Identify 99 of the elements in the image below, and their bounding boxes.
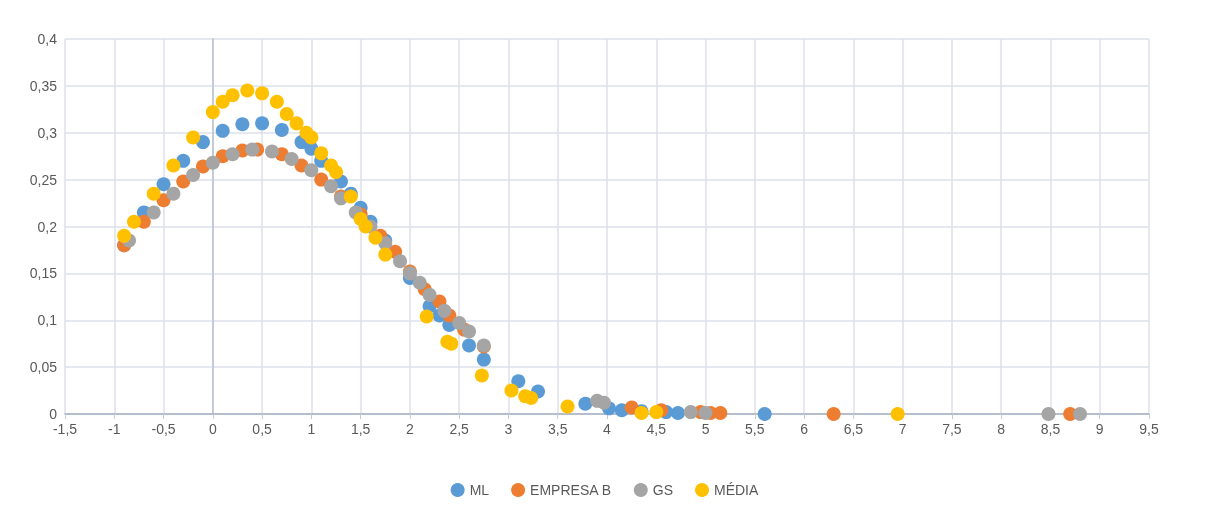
point [476, 352, 491, 367]
x-tick-label: 6,5 [843, 421, 864, 437]
x-tick-label: 9,5 [1139, 421, 1159, 437]
point [670, 406, 685, 421]
point [826, 407, 841, 421]
x-tick-label: 0,5 [252, 421, 273, 437]
x-tick-label: -1 [108, 421, 121, 437]
point [314, 172, 329, 187]
point [166, 158, 181, 173]
point [205, 155, 220, 170]
y-tick-label: 0,2 [37, 218, 58, 235]
point [225, 147, 240, 162]
point [215, 94, 230, 109]
point [578, 396, 593, 411]
point [597, 395, 612, 410]
point [890, 407, 905, 421]
point [166, 186, 181, 201]
x-tick-label: 9 [1095, 421, 1104, 437]
point [205, 105, 220, 120]
point [314, 146, 329, 161]
y-tick-label: 0,3 [37, 124, 58, 141]
point [304, 163, 319, 178]
legend-label: EMPRESA B [530, 482, 612, 498]
x-tick-label: 3 [504, 421, 513, 437]
point [757, 407, 772, 421]
point [437, 303, 452, 318]
point [289, 116, 304, 131]
point [698, 406, 713, 421]
point [462, 338, 477, 353]
x-tick-label: 2 [406, 421, 415, 437]
x-tick-label: -1,5 [52, 421, 78, 437]
point [329, 165, 343, 180]
x-tick-label: 0 [208, 421, 217, 437]
point [1073, 407, 1088, 421]
point [683, 405, 698, 420]
point [127, 214, 141, 229]
point [279, 107, 294, 121]
point [713, 406, 728, 421]
point [186, 130, 201, 145]
point [255, 116, 270, 131]
point [117, 228, 132, 243]
x-tick-label: 5,5 [745, 421, 765, 437]
x-tick-label: 7 [898, 421, 907, 437]
point [368, 230, 383, 245]
x-tick-label: 8 [997, 421, 1006, 437]
x-tick-label: -0,5 [151, 421, 176, 437]
point [524, 391, 539, 406]
point [452, 316, 467, 331]
y-tick-label: 0 [49, 406, 58, 422]
point [240, 83, 255, 98]
point [649, 405, 664, 420]
legend-label: ML [469, 482, 490, 498]
point [419, 309, 434, 324]
point [324, 179, 339, 194]
point [245, 142, 260, 157]
point [304, 130, 319, 145]
point [444, 336, 459, 351]
point [560, 399, 575, 414]
x-tick-label: 8,5 [1040, 421, 1061, 437]
point [274, 122, 289, 137]
x-tick-label: 4 [603, 421, 612, 437]
point [378, 247, 393, 262]
point [1041, 407, 1056, 421]
point [474, 368, 489, 383]
point [264, 144, 279, 159]
y-tick-label: 0,05 [29, 359, 58, 376]
point [235, 117, 250, 132]
legend-label: MÉDIA [714, 482, 760, 498]
x-tick-label: 2,5 [449, 421, 470, 437]
y-tick-label: 0,1 [37, 312, 58, 329]
x-tick-label: 1 [307, 421, 316, 437]
y-tick-label: 0,35 [29, 77, 58, 94]
point [255, 86, 270, 101]
y-tick-label: 0,4 [37, 31, 58, 47]
point [462, 324, 477, 339]
x-tick-label: 4,5 [646, 421, 667, 437]
point [146, 205, 161, 220]
y-tick-label: 0,25 [29, 171, 58, 188]
point [504, 383, 519, 398]
point [511, 374, 526, 389]
point [186, 167, 201, 182]
point [412, 275, 427, 290]
point [225, 88, 240, 103]
point [146, 186, 161, 201]
x-tick-label: 1,5 [350, 421, 371, 437]
point [284, 152, 299, 166]
x-tick-label: 3,5 [547, 421, 568, 437]
legend-label: GS [652, 482, 674, 498]
point [156, 177, 171, 192]
y-tick-label: 0,15 [29, 265, 58, 282]
point [358, 219, 373, 234]
point [176, 174, 191, 189]
point [422, 287, 437, 302]
point [215, 123, 230, 138]
x-tick-label: 6 [800, 421, 809, 437]
x-tick-label: 7,5 [942, 421, 962, 437]
x-tick-label: 5 [701, 421, 710, 437]
point [269, 94, 284, 109]
point [393, 254, 408, 269]
